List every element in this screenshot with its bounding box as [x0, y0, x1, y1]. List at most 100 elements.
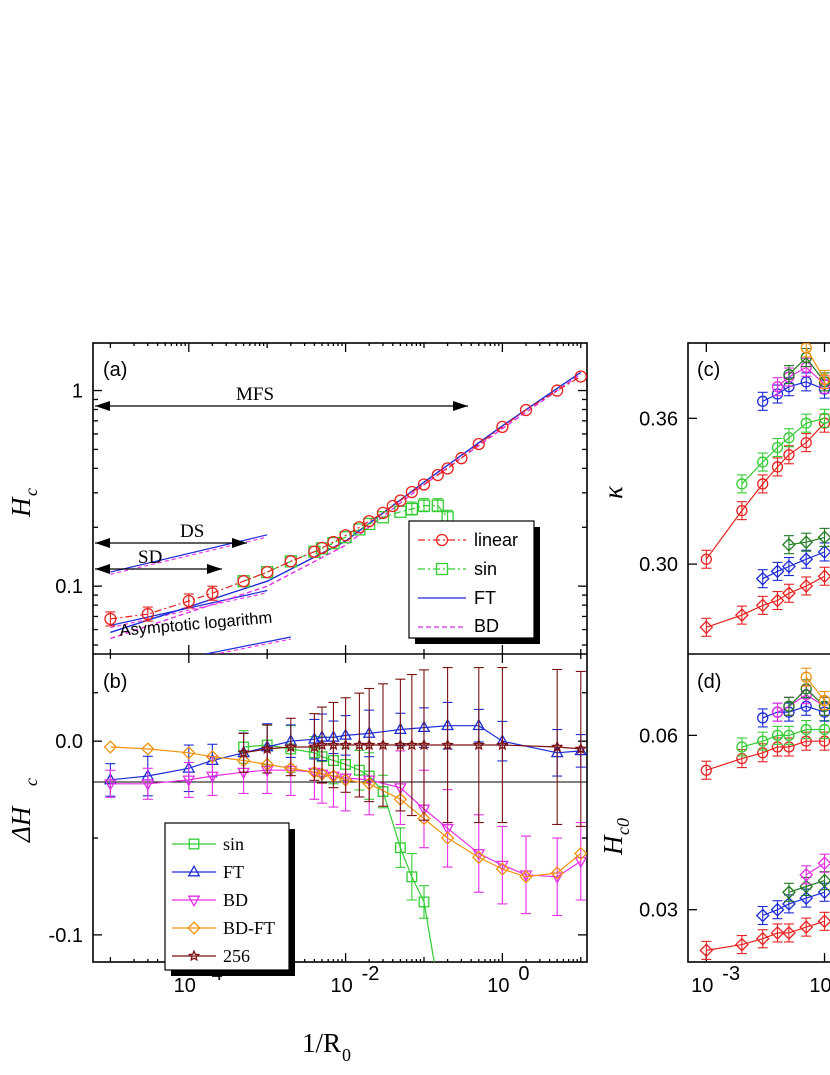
x-tick-label-exp: -2 — [362, 963, 380, 985]
point-linear — [237, 575, 250, 588]
plotC-point — [800, 376, 812, 388]
right-frame — [687, 342, 830, 963]
point-256 — [496, 738, 509, 751]
panel-label-d: (d) — [697, 671, 721, 693]
legend-b-marker-bd-ft — [187, 921, 201, 935]
point-256 — [574, 742, 587, 755]
point-bd-ft — [141, 742, 155, 756]
point-linear — [431, 468, 444, 482]
plotC-point — [770, 564, 785, 579]
series-sin-line — [243, 505, 449, 582]
point-bd — [441, 823, 454, 836]
legend-b-marker-bd — [187, 895, 201, 908]
legend-a-ft: FT — [474, 588, 496, 608]
y-tick-label-c: 0.36 — [639, 408, 678, 430]
y-tick-label-b: -0.1 — [49, 925, 83, 947]
plotC-point — [736, 478, 748, 490]
plotC-point — [817, 545, 830, 559]
plotC-point — [700, 553, 712, 565]
point-bd-ft — [519, 870, 533, 884]
x-tick-label: 10 — [487, 975, 509, 997]
legend-b-marker-256 — [187, 949, 201, 962]
point-bd — [141, 779, 155, 791]
point-256 — [308, 740, 321, 753]
plotC-point — [736, 504, 748, 517]
plotC-point — [771, 441, 784, 454]
y-tick-label-b: 0.0 — [55, 731, 83, 753]
asymptotic-line-2 — [202, 636, 291, 654]
svg-text:c0: c0 — [613, 818, 633, 835]
point-linear — [551, 384, 564, 397]
plotD-point — [770, 902, 785, 917]
plotD-point — [770, 926, 785, 940]
x-tick-label: 10 — [174, 975, 196, 997]
legend-b: sin FT BD BD-FT 256 — [164, 822, 295, 976]
legend-b-bd: BD — [223, 890, 248, 910]
plotD-point — [771, 729, 784, 742]
legend-a-marker-sin — [435, 562, 449, 576]
svg-text:0: 0 — [342, 1045, 351, 1065]
plotD-point — [757, 712, 769, 724]
x-tick-label-exp: 0 — [518, 963, 529, 985]
x-tick-label-right: 10 — [809, 975, 830, 997]
plotC-point — [771, 461, 784, 473]
plotC-point — [783, 432, 795, 444]
point-bd-ft — [495, 862, 510, 876]
plotD-point — [757, 735, 769, 747]
legend-b-256: 256 — [223, 946, 250, 966]
legend-a-bd: BD — [474, 616, 499, 636]
plotD-series-3 — [777, 693, 825, 713]
asymptotic-line-0 — [110, 534, 268, 573]
plotC-point — [771, 381, 784, 393]
point-256 — [237, 746, 250, 759]
plotC-point — [817, 530, 830, 545]
plotD-point — [817, 873, 830, 888]
left-frame — [92, 342, 588, 963]
point-linear — [376, 506, 390, 520]
plotC-point — [783, 368, 795, 381]
plotC-series-5 — [805, 347, 826, 380]
point-256 — [339, 738, 352, 751]
series-256-line — [243, 744, 581, 754]
point-linear — [308, 545, 321, 558]
svg-text:1/R: 1/R — [302, 1028, 341, 1058]
point-256 — [315, 738, 329, 751]
plotD-point — [755, 931, 770, 946]
plotD-point — [799, 891, 814, 905]
point-256 — [405, 738, 419, 751]
plotD-point — [734, 937, 749, 952]
plotC-point — [757, 478, 769, 490]
plotD-point — [800, 723, 812, 736]
y-tick-label-a: 0.1 — [55, 576, 83, 598]
point-bd — [574, 856, 587, 869]
plotC-point — [800, 343, 812, 354]
ds-arrow — [95, 538, 247, 548]
plotD-point — [817, 885, 830, 900]
svg-text:κ: κ — [598, 485, 628, 499]
plotC-point — [757, 395, 769, 407]
legend-a-linear: linear — [474, 530, 518, 550]
legend-b-bdft: BD-FT — [223, 918, 275, 938]
point-bd-ft — [417, 811, 431, 826]
svg-text:H: H — [6, 496, 36, 518]
legend-b-marker-ft — [187, 864, 201, 877]
plotC-point — [800, 417, 812, 429]
x-tick-label-right-exp: -3 — [722, 963, 740, 985]
plotD-series-9 — [805, 862, 825, 876]
point-sin — [431, 499, 444, 512]
legend-a: linear sin FT BD — [408, 520, 540, 644]
point-linear — [519, 403, 533, 417]
plotD-point — [799, 867, 814, 882]
point-sin — [394, 842, 406, 854]
point-256 — [260, 742, 274, 755]
legend-b-ft: FT — [223, 862, 244, 882]
point-sin — [376, 511, 390, 524]
plotD-point — [771, 706, 784, 718]
plotC-point — [783, 449, 795, 461]
plotC-point — [817, 569, 830, 584]
point-sin — [405, 502, 418, 516]
point-256 — [394, 738, 407, 751]
legend-b-sin: sin — [223, 834, 244, 854]
plotC-point — [770, 593, 785, 608]
point-256 — [327, 738, 340, 751]
